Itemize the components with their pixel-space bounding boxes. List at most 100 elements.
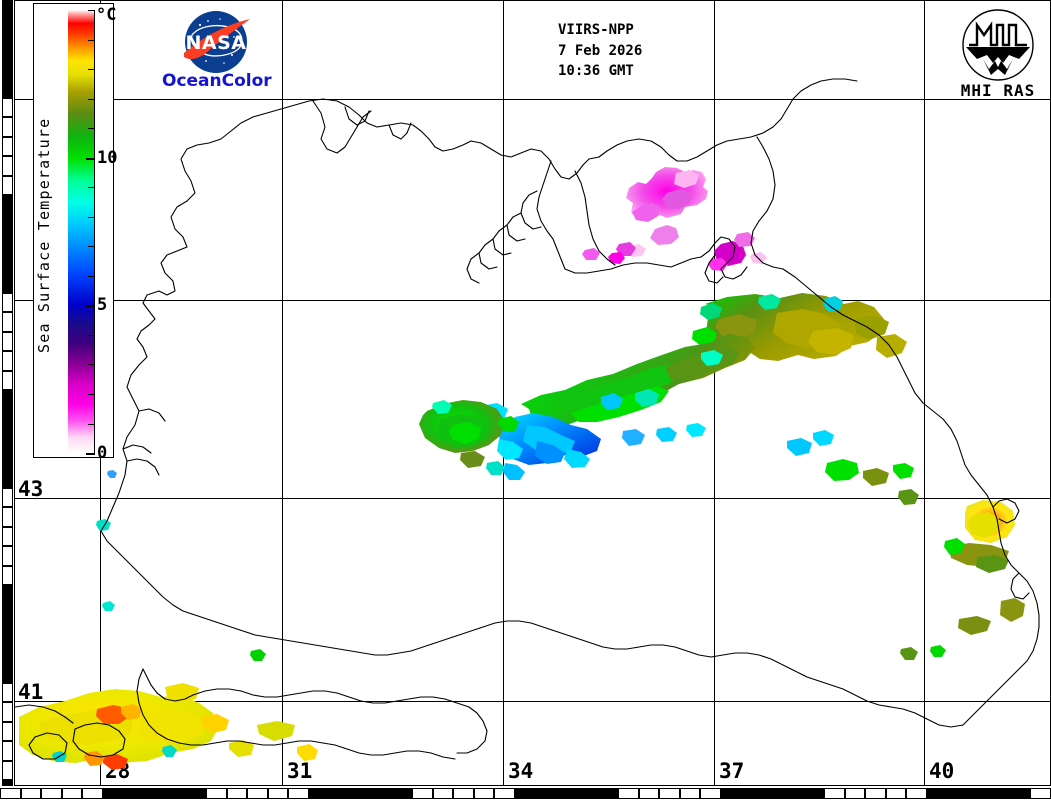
colorbar-unit-label: °C [96,5,117,25]
gridline-lon-31 [282,1,283,785]
border-tick-segment [865,788,886,799]
border-tick-segment [144,788,165,799]
border-tick-segment [412,788,433,799]
colorbar-title: Sea Surface Temperature [35,117,53,353]
border-tick-segment [659,788,680,799]
border-tick-segment [782,788,804,799]
border-tick-segment [2,624,13,644]
map-frame: 43 41 28 31 34 37 40 NASA OceanCo [14,0,1051,786]
colorbar-tick-13 [88,69,95,71]
border-tick-segment [844,788,866,799]
border-tick-segment [927,788,948,799]
border-tick-segment [350,788,371,799]
sst-region-azov [582,167,767,271]
axis-label-lon-37: 37 [719,759,745,783]
border-tick-segment [2,117,13,137]
border-tick-segment [2,409,13,429]
border-tick-segment [123,788,145,799]
sst-region-west-eddy [419,400,519,475]
colorbar-tick-2 [88,393,95,395]
border-tick-segment [2,741,13,761]
border-tick-segment [2,58,13,78]
border-tick-segment [947,788,969,799]
border-tick-segment [494,788,515,799]
axis-label-lon-31: 31 [287,759,313,783]
border-tick-segment [432,788,454,799]
gridline-lat-41 [15,701,1050,702]
colorbar-tick-4 [88,334,95,336]
border-tick-segment [721,788,742,799]
sst-region-marmara [19,683,318,770]
coastline-layer [15,78,1040,760]
border-tick-segment [2,565,13,585]
border-tick-segment [370,788,392,799]
sst-region-scattered [96,430,919,661]
border-tick-segment [473,788,495,799]
border-tick-segment [597,788,618,799]
sst-data-layer [19,167,1025,770]
svg-text:NASA: NASA [186,32,247,54]
border-tick-segment [2,0,13,20]
border-tick-segment [2,175,13,195]
border-tick-segment [164,788,186,799]
map-border-bottom [0,786,1051,801]
border-tick-segment [515,788,536,799]
border-tick-segment [206,788,227,799]
border-tick-segment [2,390,13,410]
border-tick-segment [2,546,13,566]
gridline-lat-45 [15,300,1050,301]
border-tick-segment [20,788,42,799]
border-tick-segment [453,788,474,799]
border-tick-segment [2,253,13,273]
border-tick-segment [618,788,639,799]
sensor-info-block: VIIRS-NPP 7 Feb 2026 10:36 GMT [558,22,643,80]
colorbar-tick-15 [88,10,95,11]
border-tick-segment [2,273,13,293]
oceancolor-label: OceanColor [162,71,272,91]
border-tick-segment [2,721,13,741]
colorbar-tick-0 [86,453,95,455]
border-tick-segment [226,788,248,799]
border-tick-segment [309,788,330,799]
colorbar-tick-9 [88,187,95,189]
border-tick-segment [576,788,598,799]
border-tick-segment [2,156,13,176]
border-tick-segment [906,788,927,799]
border-tick-segment [2,760,13,780]
border-tick-segment [1009,788,1030,799]
border-tick-segment [2,19,13,39]
border-tick-segment [0,788,21,799]
border-tick-segment [556,788,577,799]
border-tick-segment [988,788,1010,799]
colorbar-tick-7 [88,246,95,248]
colorbar-gradient [68,10,94,453]
colorbar-tick-10 [86,157,95,160]
border-tick-segment [2,429,13,449]
gridline-lon-40 [924,1,925,785]
border-tick-segment [2,292,13,312]
border-tick-segment [2,702,13,722]
border-tick-segment [2,39,13,59]
border-tick-segment [2,136,13,156]
border-tick-segment [2,604,13,624]
border-tick-segment [2,643,13,663]
border-tick-segment [2,682,13,702]
colorbar-tick-8 [88,216,95,218]
border-tick-segment [2,507,13,527]
border-tick-segment [82,788,103,799]
border-tick-segment [2,312,13,332]
sst-region-caucasus [900,500,1025,660]
border-tick-segment [679,788,701,799]
border-tick-segment [103,788,124,799]
border-tick-segment [2,351,13,371]
colorbar-panel: Sea Surface Temperature °C 0 5 10 [33,3,117,462]
border-tick-segment [185,788,206,799]
border-tick-segment [2,468,13,488]
border-tick-segment [1030,788,1051,799]
border-tick-segment [2,97,13,117]
border-tick-segment [247,788,268,799]
border-tick-segment [885,788,907,799]
colorbar-tick-14 [88,39,95,41]
colorbar-ticklabel-5: 5 [97,295,108,316]
border-tick-segment [267,788,289,799]
